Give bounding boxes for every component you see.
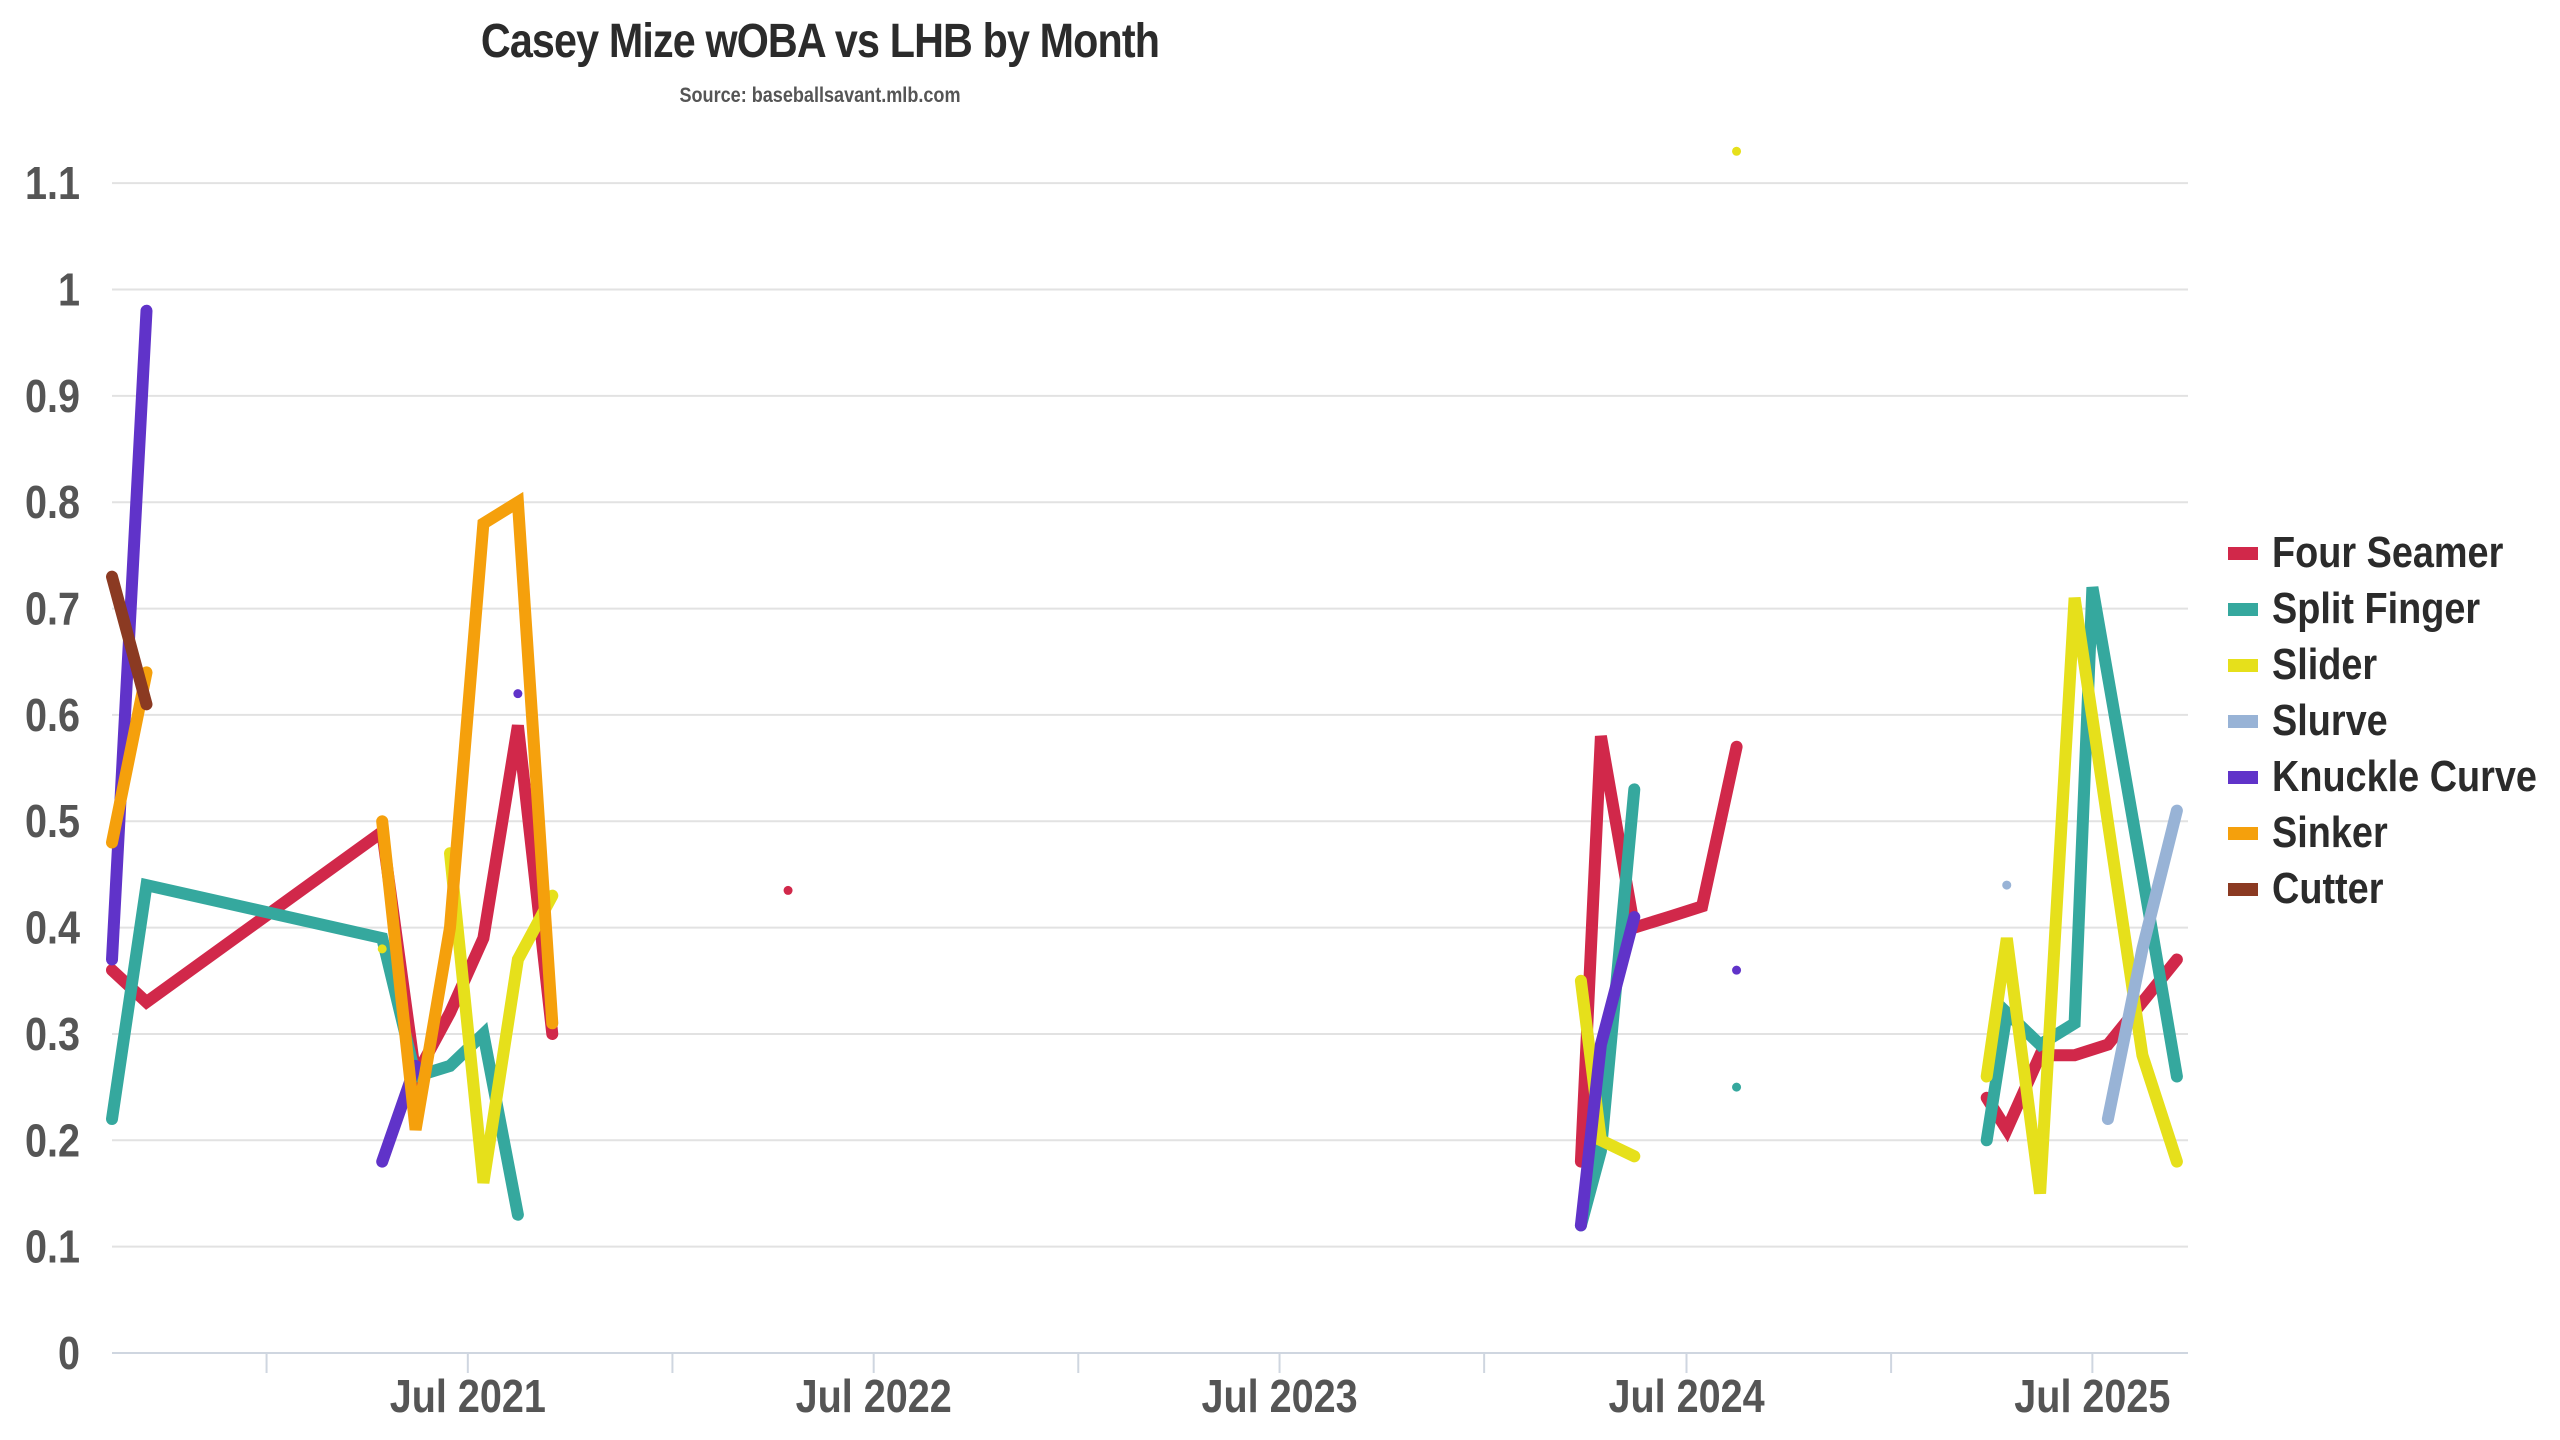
- data-point-slider: [377, 944, 387, 954]
- chart-title: Casey Mize wOBA vs LHB by Month: [480, 15, 1160, 68]
- legend-label: Sinker: [2272, 808, 2388, 857]
- x-tick-label: Jul 2025: [2014, 1371, 2170, 1422]
- series-knuckle-curve: [106, 304, 1742, 1232]
- legend-label: Knuckle Curve: [2272, 752, 2537, 801]
- series-line-four-seamer: [1574, 735, 1743, 1168]
- y-tick-label: 1: [58, 265, 80, 316]
- y-tick-label: 0.9: [25, 371, 80, 422]
- series-line-cutter: [106, 570, 153, 711]
- y-tick-label: 0.6: [25, 690, 80, 741]
- x-tick-label: Jul 2023: [1201, 1371, 1357, 1422]
- legend-swatch: [2228, 602, 2258, 616]
- legend-label: Cutter: [2272, 864, 2384, 913]
- series-line-slider: [1980, 597, 2183, 1195]
- series-layer: [106, 146, 2183, 1232]
- y-tick-label: 0.3: [25, 1009, 80, 1060]
- y-tick-label: 0.8: [25, 477, 80, 528]
- legend-item-knuckle-curve[interactable]: Knuckle Curve: [2228, 749, 2560, 805]
- y-tick-label: 1.1: [25, 158, 80, 209]
- legend-swatch: [2228, 770, 2258, 784]
- y-tick-label: 0.2: [25, 1116, 80, 1167]
- line-chart: 0 0.1 0.2 0.3 0.4 0.5 0.6 0.7 0.8 0.9 1 1.1 Jul 2021…: [25, 146, 2188, 1423]
- legend-label: Slider: [2272, 640, 2378, 689]
- legend-label: Slurve: [2272, 696, 2388, 745]
- legend-swatch: [2228, 546, 2258, 560]
- legend-item-slider[interactable]: Slider: [2228, 637, 2560, 693]
- series-line-four-seamer: [1980, 953, 2183, 1143]
- data-point-slider: [1732, 146, 1742, 156]
- y-tick-label: 0.7: [25, 584, 80, 635]
- legend-item-sinker[interactable]: Sinker: [2228, 805, 2560, 861]
- legend: Four Seamer Split Finger Slider Slurve Knuck…: [2228, 525, 2560, 917]
- legend-label: Split Finger: [2272, 584, 2481, 633]
- series-slurve: [2002, 804, 2183, 1125]
- x-tick-label: Jul 2024: [1608, 1371, 1764, 1422]
- data-point-knuckle-curve: [513, 689, 523, 699]
- legend-label: Four Seamer: [2272, 528, 2504, 577]
- legend-item-slurve[interactable]: Slurve: [2228, 693, 2560, 749]
- y-tick-label: 0.1: [25, 1222, 80, 1273]
- series-line-slider: [444, 847, 559, 1184]
- data-point-four-seamer: [783, 885, 793, 895]
- series-line-split-finger: [1980, 586, 2183, 1147]
- legend-swatch: [2228, 826, 2258, 840]
- series-line-slider: [1574, 974, 1641, 1163]
- series-line-slurve: [2101, 804, 2183, 1125]
- data-point-knuckle-curve: [1732, 965, 1742, 975]
- x-tick-label: Jul 2022: [796, 1371, 952, 1422]
- series-slider: [377, 146, 2183, 1195]
- x-tick-label: Jul 2021: [390, 1371, 546, 1422]
- series-cutter: [106, 570, 153, 711]
- series-line-knuckle-curve: [1574, 911, 1641, 1232]
- legend-swatch: [2228, 882, 2258, 896]
- data-point-slurve: [2002, 880, 2012, 890]
- legend-swatch: [2228, 714, 2258, 728]
- grid-layer: [112, 182, 2188, 1248]
- legend-item-split-finger[interactable]: Split Finger: [2228, 581, 2560, 637]
- chart-subtitle: Source: baseballsavant.mlb.com: [679, 84, 961, 107]
- y-tick-label: 0: [58, 1328, 80, 1379]
- data-point-split-finger: [1732, 1082, 1742, 1092]
- legend-item-cutter[interactable]: Cutter: [2228, 861, 2560, 917]
- axis-layer: 0 0.1 0.2 0.3 0.4 0.5 0.6 0.7 0.8 0.9 1 1.1 Jul 2021…: [25, 158, 2188, 1423]
- legend-item-four-seamer[interactable]: Four Seamer: [2228, 525, 2560, 581]
- series-line-sinker: [376, 491, 559, 1131]
- legend-swatch: [2228, 658, 2258, 672]
- series-split-finger: [106, 586, 2183, 1232]
- y-tick-label: 0.5: [25, 797, 80, 848]
- y-tick-label: 0.4: [25, 903, 80, 954]
